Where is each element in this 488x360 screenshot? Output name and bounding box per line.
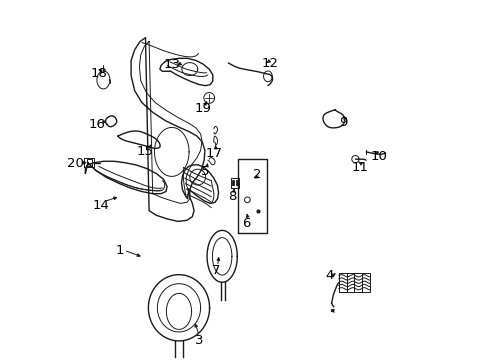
Text: 4: 4: [324, 269, 333, 282]
Text: 16: 16: [88, 118, 105, 131]
Text: 10: 10: [370, 150, 387, 163]
Text: 8: 8: [227, 190, 236, 203]
Text: 15: 15: [137, 145, 154, 158]
Text: 11: 11: [350, 161, 367, 174]
Text: 7: 7: [211, 264, 220, 276]
Text: 17: 17: [205, 147, 222, 159]
Text: 13: 13: [163, 58, 181, 71]
Text: 9: 9: [339, 116, 347, 129]
Text: 14: 14: [92, 199, 109, 212]
Text: 1: 1: [116, 244, 124, 257]
Text: 5: 5: [200, 165, 209, 177]
Text: 2: 2: [252, 168, 261, 181]
Text: 19: 19: [194, 102, 211, 114]
Text: 12: 12: [261, 57, 278, 69]
Text: 18: 18: [90, 67, 107, 80]
Text: 6: 6: [242, 217, 250, 230]
Text: 20: 20: [67, 157, 83, 170]
Text: 3: 3: [195, 334, 203, 347]
